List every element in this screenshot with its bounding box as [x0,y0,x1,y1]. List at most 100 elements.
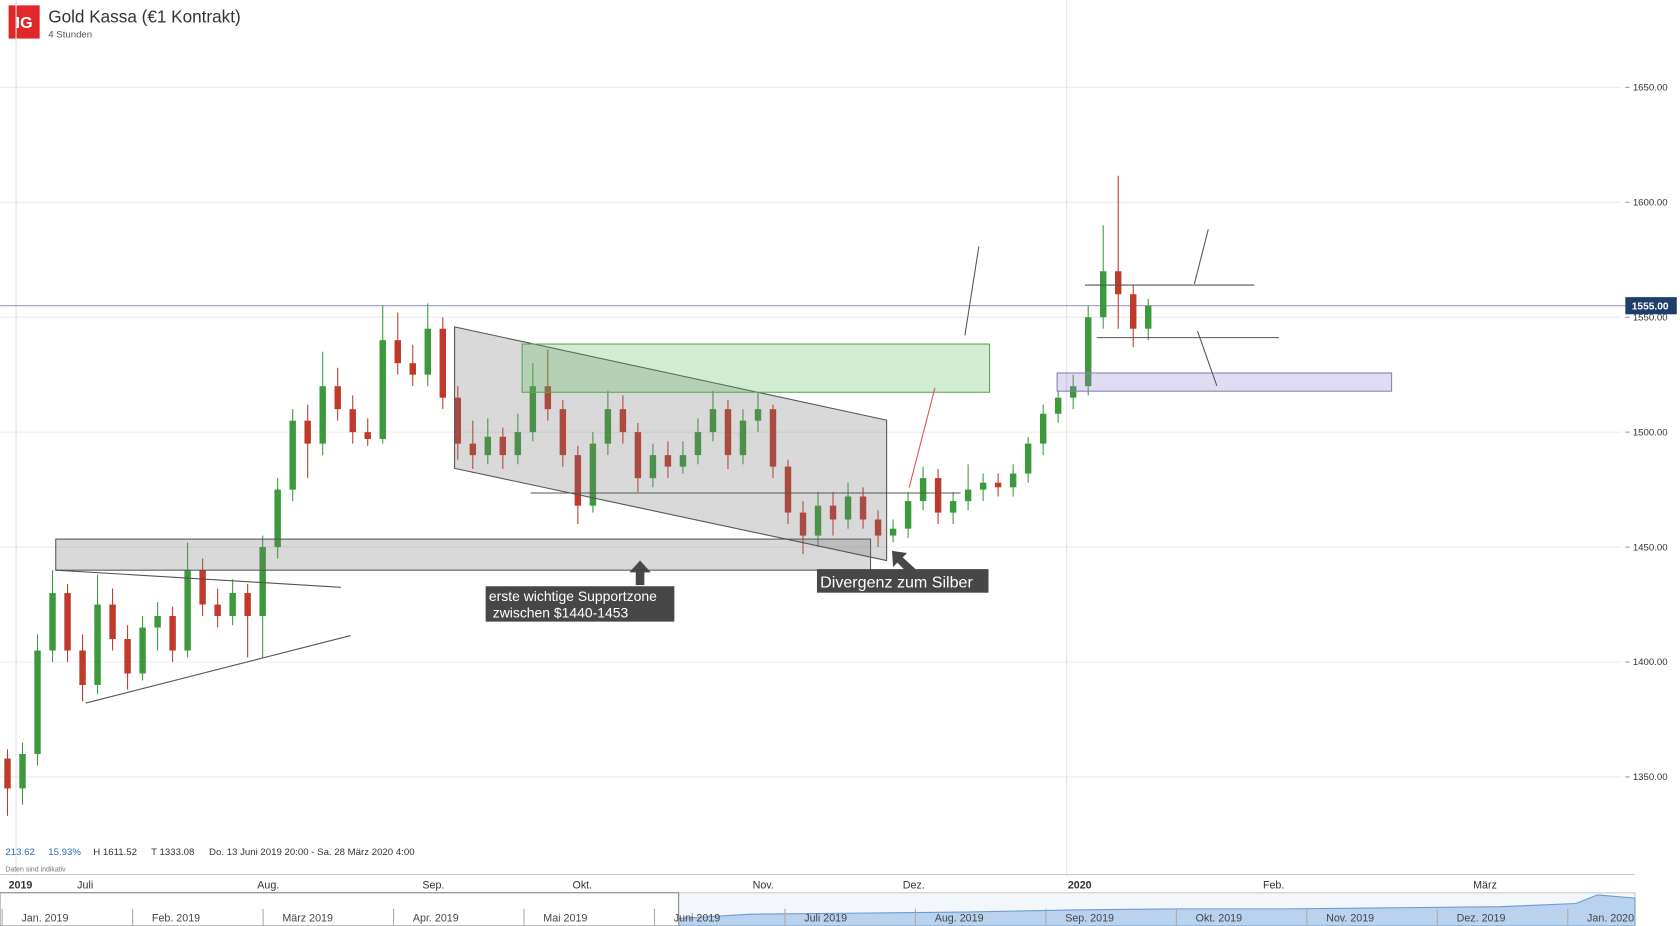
navigator-label: Nov. 2019 [1326,913,1374,925]
candle-body [589,443,597,506]
navigator-label: Apr. 2019 [413,913,459,925]
navigator-label: Juni 2019 [674,913,720,925]
candle-body [109,604,116,640]
candle-body [529,386,537,433]
navigator-label: Juli 2019 [804,913,847,925]
arrow [891,550,916,575]
candle-body [304,420,311,444]
candle-body [394,340,401,364]
candle-body [334,386,341,410]
candle-body [934,478,942,513]
navigator-label: Dez. 2019 [1457,913,1506,925]
candle-body [49,593,56,651]
navigator-label: Feb. 2019 [152,913,200,925]
candle-body [979,482,987,490]
y-tick-label: 1500.00 [1633,427,1668,438]
x-tick-label: 2019 [9,879,33,891]
candle-body [799,512,807,536]
candle-body [679,455,687,467]
chart-title: Gold Kassa (€1 Kontrakt) [48,7,240,27]
candle-body [289,420,296,490]
candle-body [619,409,627,433]
navigator-label: Jan. 2019 [21,913,68,925]
info-low: T 1333.08 [151,847,194,858]
annotation-text: Divergenz zum Silber [820,573,973,591]
candle-body [664,455,672,467]
candle-body [634,432,642,479]
candle-body [499,436,507,456]
candle-body [769,409,777,467]
candle-body [964,489,972,502]
info-range: Do. 13 Juni 2019 20:00 - Sa. 28 März 202… [209,847,415,858]
disclaimer: Daten sind indikativ [5,866,66,873]
y-tick-label: 1350.00 [1633,772,1668,783]
annotation-text: zwischen $1440-1453 [489,604,629,620]
candle-body [274,489,281,548]
trend-line [1193,229,1209,285]
candle-body [124,639,131,674]
candle-body [919,478,927,502]
candle-body [154,616,161,628]
candle-body [574,455,582,506]
divergence-line [908,387,936,488]
candle-body [424,328,431,375]
candle-body [469,443,477,456]
annotation-box [816,569,989,593]
logo [8,5,40,39]
candle-body [1099,271,1107,318]
chart-subtitle: 4 Stunden [48,30,92,41]
candle-body [34,650,41,754]
x-tick-label: Juli [77,879,93,891]
navigator-label: Aug. 2019 [935,913,984,925]
y-tick-label: 1550.00 [1633,312,1668,323]
candle-body [514,432,522,456]
info-high: H 1611.52 [93,847,137,858]
zone [1056,372,1393,392]
x-tick-label: 2020 [1068,879,1092,891]
x-tick-label: März [1473,879,1497,891]
navigator-label: Jan. 2020 [1587,913,1634,925]
candle-body [844,496,852,520]
x-tick-label: Nov. [753,879,774,891]
candle-body [994,482,1002,488]
navigator-label: Okt. 2019 [1196,913,1242,925]
logo-text: IG [16,14,33,32]
candle-body [64,593,71,651]
candle-body [859,496,867,520]
x-tick-label: Dez. [903,879,925,891]
candle-body [754,409,762,421]
candle-body [484,436,492,456]
candle-body [949,501,957,513]
candle-body [1024,443,1032,474]
candle-body [724,409,732,456]
arrow [629,560,651,586]
candle-body [904,501,912,529]
candle-body [1114,271,1122,295]
x-tick-label: Aug. [257,879,279,891]
candle-body [1084,317,1092,387]
info-percent: 15.93% [48,847,81,858]
drawings: erste wichtige Supportzone zwischen $144… [55,229,1393,704]
last-price-box [1625,297,1677,315]
navigator-area [678,894,1636,926]
y-tick-label: 1450.00 [1633,542,1668,553]
x-tick-label: Okt. [573,879,593,891]
candle-body [4,758,11,789]
candle-body [259,547,266,617]
candle-body [874,519,882,536]
candle-body [79,650,86,685]
candle-body [649,455,657,479]
trend-line [964,246,980,336]
candle-body [1039,413,1047,444]
navigator-label: März 2019 [282,913,333,925]
candle-body [364,432,371,440]
info-change: 213.62 [5,847,34,858]
candle-body [559,409,567,456]
annotation-box [485,586,675,622]
candle-body [889,528,897,536]
candle-body [169,616,176,651]
annotation-text: erste wichtige Supportzone [489,588,657,604]
candle-body [454,397,462,444]
